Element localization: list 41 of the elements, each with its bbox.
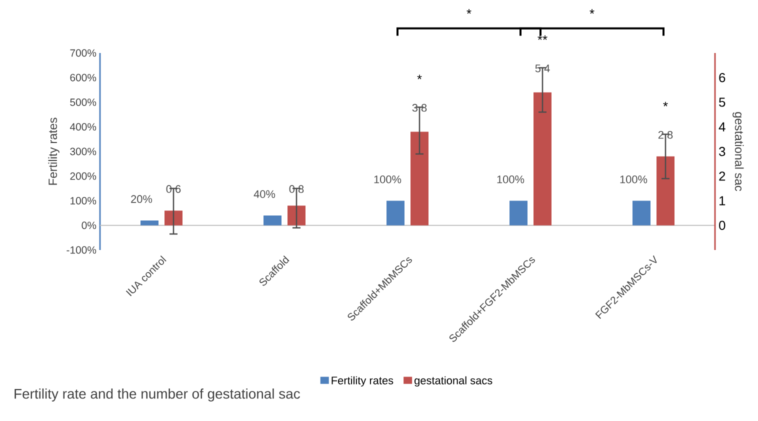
legend-label: gestational sacs <box>414 376 492 387</box>
y-tick-label: 300% <box>70 148 96 156</box>
y2-axis-title: gestational sac <box>732 112 744 192</box>
annotation: * <box>663 102 668 106</box>
bar <box>264 216 282 226</box>
y2-tick-label: 2 <box>719 172 726 181</box>
y2-tick-label: 0 <box>719 220 726 230</box>
bar <box>632 200 651 226</box>
bar <box>534 92 552 226</box>
y-tick-label: 200% <box>70 172 96 180</box>
y-axis-title: Fertility rates <box>48 118 60 185</box>
y2-tick-label: 4 <box>718 122 726 132</box>
y-tick-label: 400% <box>70 123 96 131</box>
y-tick-label: 600% <box>70 74 96 82</box>
y2-tick-label: 6 <box>719 73 726 82</box>
text: ** <box>538 35 548 40</box>
bar <box>164 210 183 226</box>
text: * <box>466 9 472 14</box>
y-tick-label: 700% <box>70 49 96 57</box>
bar <box>656 156 675 226</box>
data-label: 20% <box>131 195 152 203</box>
annotation: * <box>417 74 422 80</box>
data-label: 100% <box>497 175 524 184</box>
y2-tick-label: 1 <box>720 196 726 206</box>
bar <box>288 206 306 226</box>
y-tick-label: 0% <box>82 222 96 230</box>
legend-label: Fertility rates <box>332 376 394 387</box>
y-tick-label: 500% <box>70 98 96 106</box>
y2-tick-label: 3 <box>719 146 726 156</box>
y-tick-label: -100% <box>66 246 96 254</box>
bar <box>410 132 429 226</box>
bar <box>140 220 158 226</box>
data-label: 40% <box>254 190 276 198</box>
text: * <box>590 9 594 14</box>
text: Fertility rate and the number of gestational sac <box>14 388 300 402</box>
bar <box>510 200 528 226</box>
y2-tick-label: 5 <box>719 98 726 107</box>
bar <box>386 200 404 226</box>
data-label: 100% <box>620 175 648 184</box>
data-label: 100% <box>374 175 402 184</box>
y-tick-label: 100% <box>70 197 96 204</box>
